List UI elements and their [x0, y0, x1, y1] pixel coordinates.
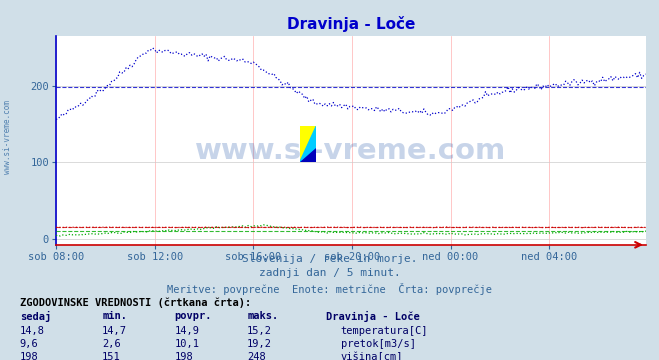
Text: 10,1: 10,1: [175, 339, 200, 349]
Text: ZGODOVINSKE VREDNOSTI (črtkana črta):: ZGODOVINSKE VREDNOSTI (črtkana črta):: [20, 297, 251, 307]
Text: višina[cm]: višina[cm]: [341, 352, 403, 360]
Text: www.si-vreme.com: www.si-vreme.com: [3, 100, 13, 174]
Text: 14,7: 14,7: [102, 326, 127, 336]
Text: 14,8: 14,8: [20, 326, 45, 336]
Text: 198: 198: [175, 352, 193, 360]
Title: Dravinja - Loče: Dravinja - Loče: [287, 16, 415, 32]
Text: temperatura[C]: temperatura[C]: [341, 326, 428, 336]
Text: 14,9: 14,9: [175, 326, 200, 336]
Polygon shape: [300, 148, 316, 162]
Polygon shape: [300, 126, 316, 162]
Text: sedaj: sedaj: [20, 311, 51, 323]
Text: pretok[m3/s]: pretok[m3/s]: [341, 339, 416, 349]
Text: 248: 248: [247, 352, 266, 360]
Polygon shape: [300, 126, 316, 162]
Text: maks.: maks.: [247, 311, 278, 321]
Text: 15,2: 15,2: [247, 326, 272, 336]
Text: Slovenija / reke in morje.: Slovenija / reke in morje.: [242, 254, 417, 264]
Text: 2,6: 2,6: [102, 339, 121, 349]
Text: Meritve: povprečne  Enote: metrične  Črta: povprečje: Meritve: povprečne Enote: metrične Črta:…: [167, 283, 492, 294]
Text: 19,2: 19,2: [247, 339, 272, 349]
Text: www.si-vreme.com: www.si-vreme.com: [195, 137, 507, 165]
Text: Dravinja - Loče: Dravinja - Loče: [326, 311, 420, 323]
Text: 198: 198: [20, 352, 38, 360]
Text: povpr.: povpr.: [175, 311, 212, 321]
Text: 9,6: 9,6: [20, 339, 38, 349]
Text: min.: min.: [102, 311, 127, 321]
Text: zadnji dan / 5 minut.: zadnji dan / 5 minut.: [258, 268, 401, 278]
Text: 151: 151: [102, 352, 121, 360]
